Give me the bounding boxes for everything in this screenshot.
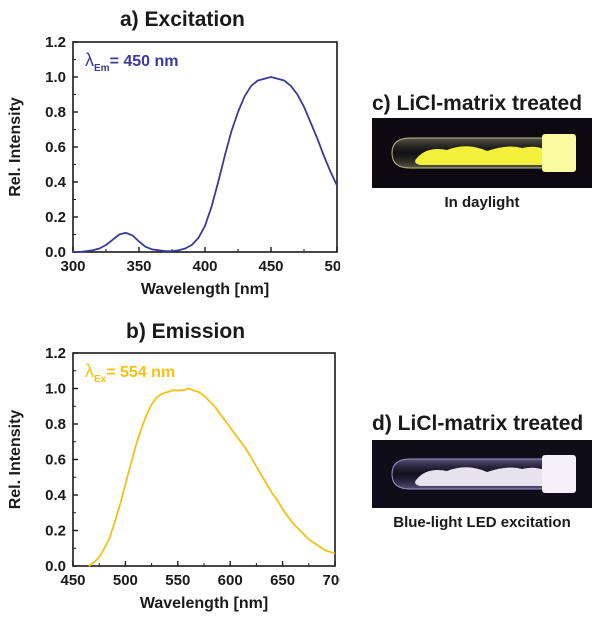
chart-a-xtick-label: 350 bbox=[126, 258, 151, 275]
chart-b-annotation: λEx= 554 nm bbox=[85, 361, 175, 385]
chart-b-ytick-label: 1.2 bbox=[45, 345, 66, 362]
chart-b-series-line bbox=[88, 387, 336, 567]
chart-b-xtick-label: 650 bbox=[270, 572, 295, 589]
chart-a-ytick-label: 0.2 bbox=[45, 209, 66, 226]
chart-b-xlabel: Wavelength [nm] bbox=[140, 595, 268, 612]
chart-a-ytick-label: 1.0 bbox=[45, 69, 66, 86]
vial-daylight bbox=[391, 134, 576, 172]
chart-b-ytick-label: 1.0 bbox=[45, 381, 66, 398]
chart-a-series-line bbox=[73, 76, 338, 253]
chart-a-ylabel: Rel. Intensity bbox=[7, 97, 24, 197]
excitation-chart: 300 350 400 450 500 0.0 0.2 0.4 0.6 0.8 1.0 1.2 Wave… bbox=[7, 34, 340, 298]
chart-a-ytick-label: 0.6 bbox=[45, 139, 66, 156]
chart-a-axes-frame bbox=[72, 41, 338, 253]
chart-b-xtick-label: 600 bbox=[218, 572, 243, 589]
chart-a-xtick-label: 400 bbox=[192, 258, 217, 275]
photo-c-caption: In daylight bbox=[444, 194, 520, 211]
photo-d-caption: Blue-light LED excitation bbox=[393, 514, 571, 531]
chart-a-xlabel: Wavelength [nm] bbox=[141, 281, 269, 298]
emission-chart: 450 500 550 600 650 700 0.0 0.2 0.4 0.6 0.8 1.0 1.2 W… bbox=[7, 345, 340, 612]
chart-b-ytick-label: 0.8 bbox=[45, 416, 66, 433]
chart-b-ytick-label: 0.6 bbox=[45, 452, 66, 469]
chart-a-annotation: λEm= 450 nm bbox=[85, 50, 179, 74]
chart-a-xtick-label: 500 bbox=[324, 258, 340, 275]
photo-led bbox=[372, 440, 592, 508]
chart-b-ytick-label: 0.4 bbox=[45, 487, 67, 504]
chart-b-ytick-label: 0.2 bbox=[45, 523, 66, 540]
chart-a-xtick-label: 450 bbox=[258, 258, 283, 275]
vial-led bbox=[391, 455, 576, 493]
chart-b-xtick-label: 550 bbox=[165, 572, 190, 589]
chart-a-ytick-label: 0.4 bbox=[45, 174, 67, 191]
photo-c-title: c) LiCl-matrix treated bbox=[372, 92, 583, 115]
chart-b-xtick-label: 500 bbox=[113, 572, 138, 589]
chart-a-xtick-label: 300 bbox=[60, 258, 85, 275]
chart-b-ytick-label: 0.0 bbox=[45, 558, 66, 575]
chart-b-xtick-label: 700 bbox=[322, 572, 340, 589]
chart-b-xtick-label: 450 bbox=[60, 572, 85, 589]
photo-d-title: d) LiCl-matrix treated bbox=[372, 412, 584, 435]
emission-chart-title: b) Emission bbox=[126, 320, 246, 343]
chart-a-ytick-label: 0.0 bbox=[45, 244, 66, 261]
chart-b-axes-frame bbox=[72, 352, 336, 567]
photo-daylight bbox=[372, 118, 592, 188]
excitation-chart-title: a) Excitation bbox=[120, 8, 245, 31]
chart-a-ytick-label: 0.8 bbox=[45, 104, 66, 121]
chart-a-ytick-label: 1.2 bbox=[45, 34, 66, 51]
chart-b-ylabel: Rel. Intensity bbox=[7, 410, 24, 510]
